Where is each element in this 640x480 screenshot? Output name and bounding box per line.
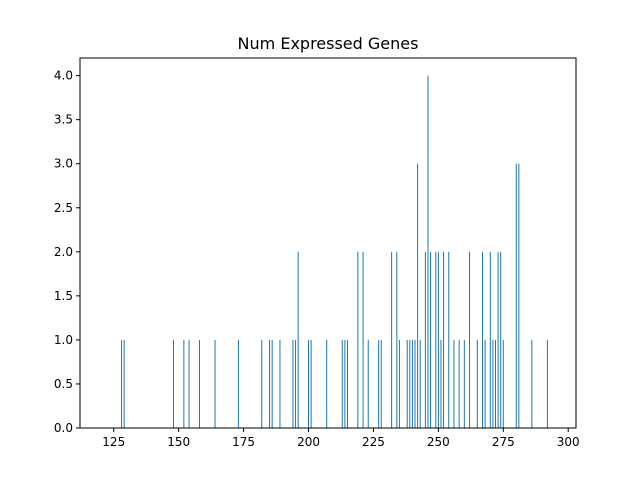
x-tick-label: 300 [557,435,580,449]
y-tick-label: 1.5 [54,289,73,303]
bar [484,339,486,428]
y-tick-label: 0.5 [54,377,73,391]
bar [396,251,398,428]
y-tick-label: 3.5 [54,113,73,127]
bar [437,251,439,428]
y-tick-label: 2.0 [54,245,73,259]
bar [409,339,411,428]
bars-group [121,75,548,429]
bar [482,251,484,428]
bar [518,163,520,428]
x-tick-label: 225 [362,435,385,449]
bar [380,339,382,428]
bar [453,339,455,428]
bar [463,339,465,428]
bar [198,339,200,428]
bar [440,339,442,428]
bar [357,251,359,428]
bar [261,339,263,428]
bar [214,339,216,428]
bar [531,339,533,428]
bar [378,339,380,428]
bar [121,339,123,428]
x-axis: 125 150 175 200 225 250 275 300 [102,428,580,449]
x-tick-label: 125 [102,435,125,449]
bar [279,339,281,428]
bar [295,339,297,428]
bar [292,339,294,428]
plot-frame [79,57,577,429]
bar [344,339,346,428]
bar [500,251,502,428]
x-tick-label: 275 [492,435,515,449]
bar [391,251,393,428]
bar [424,251,426,428]
bar [326,339,328,428]
bar [458,339,460,428]
y-tick-label: 0.0 [54,421,73,435]
y-tick-label: 1.0 [54,333,73,347]
bar [414,339,416,428]
x-tick-label: 250 [427,435,450,449]
bar [367,339,369,428]
bar [310,339,312,428]
bar [419,339,421,428]
x-tick-label: 200 [297,435,320,449]
bar [123,339,125,428]
y-tick-label: 4.0 [54,69,73,83]
bar [497,251,499,428]
bar [476,339,478,428]
bar [362,251,364,428]
bar [411,339,413,428]
chart-title: Num Expressed Genes [238,34,419,53]
bar [443,251,445,428]
bar [172,339,174,428]
bar [427,75,429,429]
bar [406,339,408,428]
bar [308,339,310,428]
bar [502,339,504,428]
bar [398,339,400,428]
bar [417,163,419,428]
y-tick-label: 3.0 [54,157,73,171]
bar [469,251,471,428]
bar [183,339,185,428]
bar [237,339,239,428]
bar [489,251,491,428]
bar [341,339,343,428]
y-tick-label: 2.5 [54,201,73,215]
bar [492,339,494,428]
x-tick-label: 150 [167,435,190,449]
bar [435,251,437,428]
bar [515,163,517,428]
bar [188,339,190,428]
y-axis: 0.0 0.5 1.0 1.5 2.0 2.5 3.0 3.5 4.0 [54,69,80,435]
bar [297,251,299,428]
bar [430,251,432,428]
bar [269,339,271,428]
bar [271,339,273,428]
bar [495,339,496,428]
bar [346,339,348,428]
bar [546,339,548,428]
bar [448,251,450,428]
x-tick-label: 175 [232,435,255,449]
